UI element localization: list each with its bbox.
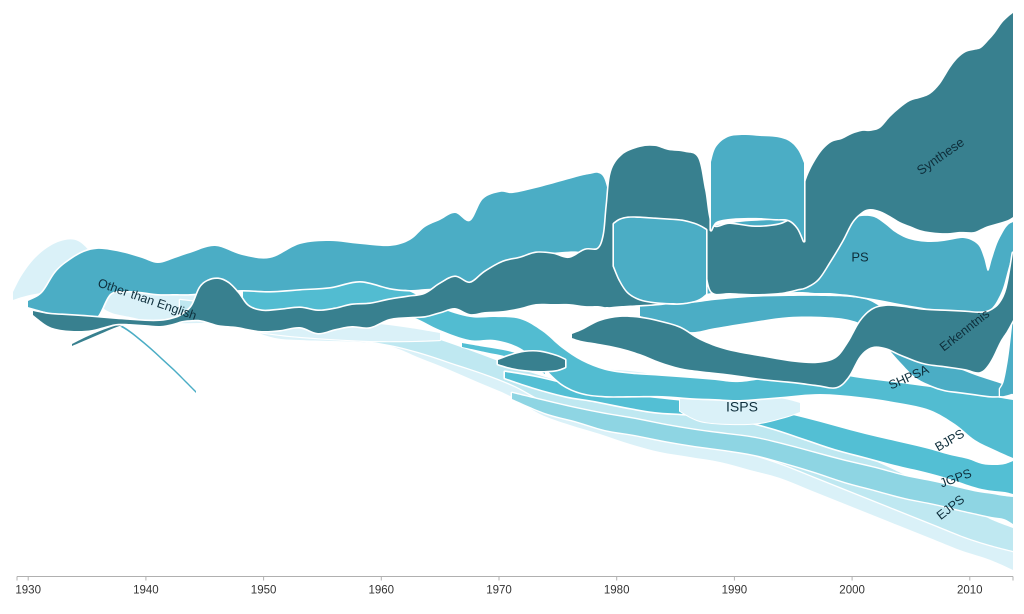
svg-text:1970: 1970: [486, 585, 512, 597]
svg-text:PS: PS: [851, 249, 869, 264]
svg-text:1980: 1980: [604, 585, 630, 597]
svg-text:2010: 2010: [957, 585, 983, 597]
svg-text:BJPS: BJPS: [933, 427, 967, 455]
svg-text:2000: 2000: [839, 585, 865, 597]
svg-text:1960: 1960: [369, 585, 395, 597]
svg-text:ISPS: ISPS: [726, 399, 758, 415]
svg-text:1940: 1940: [133, 585, 159, 597]
svg-text:1990: 1990: [722, 585, 748, 597]
svg-text:1930: 1930: [15, 585, 41, 597]
svg-text:1950: 1950: [251, 585, 277, 597]
